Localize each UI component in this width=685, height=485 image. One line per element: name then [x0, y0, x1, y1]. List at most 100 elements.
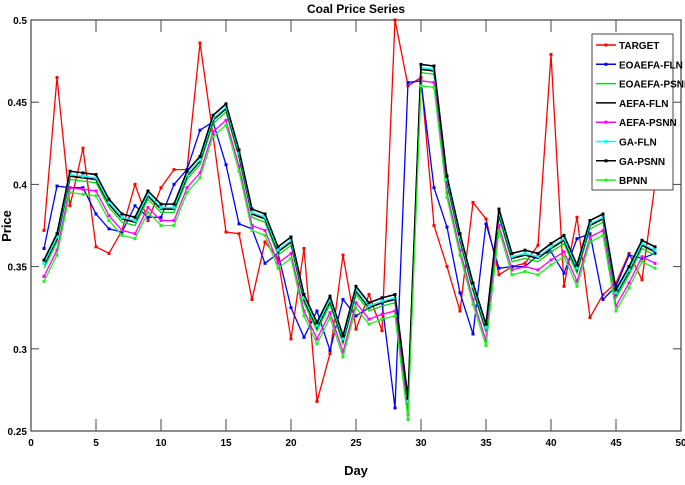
data-point	[328, 297, 332, 301]
data-point	[510, 265, 514, 269]
data-point	[471, 281, 475, 285]
data-point	[588, 232, 592, 236]
data-point	[302, 309, 306, 313]
data-point	[146, 192, 150, 196]
data-point	[484, 322, 488, 326]
data-point	[55, 235, 59, 239]
data-point	[510, 273, 514, 277]
data-point	[341, 297, 345, 301]
data-point	[653, 261, 657, 265]
data-point	[42, 247, 46, 251]
series-line	[43, 85, 656, 420]
data-point	[159, 186, 163, 190]
data-point	[81, 174, 85, 178]
data-point	[289, 235, 293, 239]
data-point	[536, 268, 540, 272]
legend-marker	[604, 62, 608, 66]
data-point	[614, 309, 618, 313]
data-point	[55, 253, 59, 257]
data-point	[55, 76, 59, 80]
legend-label: AEFA-FLN	[619, 99, 668, 110]
data-point	[445, 225, 449, 229]
data-point	[341, 355, 345, 359]
data-point	[159, 202, 163, 206]
data-point	[640, 255, 644, 259]
data-point	[120, 228, 124, 232]
data-point	[445, 174, 449, 178]
data-point	[159, 205, 163, 209]
data-point	[211, 135, 215, 139]
legend-label: TARGET	[619, 41, 659, 52]
data-point	[250, 297, 254, 301]
x-tick-label: 15	[220, 438, 232, 449]
data-point	[341, 334, 345, 338]
data-point	[341, 253, 345, 257]
data-point	[380, 329, 384, 333]
data-point	[315, 399, 319, 403]
data-point	[81, 186, 85, 190]
data-point	[627, 251, 631, 255]
data-point	[42, 261, 46, 265]
data-point	[458, 291, 462, 295]
data-point	[354, 327, 358, 331]
data-point	[211, 113, 215, 117]
data-point	[94, 212, 98, 216]
data-point	[302, 314, 306, 318]
x-axis-label: Day	[344, 463, 369, 478]
data-point	[458, 235, 462, 239]
series-aefa-psnn	[42, 79, 657, 417]
data-point	[549, 258, 553, 262]
data-point	[367, 304, 371, 308]
data-point	[640, 260, 644, 264]
data-point	[549, 263, 553, 267]
data-point	[562, 237, 566, 241]
data-point	[562, 255, 566, 259]
data-point	[146, 210, 150, 214]
data-point	[198, 154, 202, 158]
series-line	[43, 80, 656, 415]
data-point	[432, 64, 436, 68]
data-point	[354, 301, 358, 305]
data-point	[55, 248, 59, 252]
data-point	[107, 214, 111, 218]
data-point	[588, 222, 592, 226]
legend-label: EOAEFA-FLN	[619, 60, 683, 71]
plot-frame	[30, 19, 682, 432]
legend-marker	[604, 140, 608, 143]
y-tick-label: 0.35	[8, 263, 28, 274]
series-line	[43, 66, 656, 402]
data-point	[380, 296, 384, 300]
data-point	[133, 237, 137, 241]
data-point	[484, 344, 488, 348]
legend-label: GA-FLN	[619, 138, 657, 149]
x-tick-label: 35	[480, 438, 492, 449]
data-point	[172, 182, 176, 186]
data-point	[393, 314, 397, 318]
legend-marker	[604, 120, 608, 124]
data-point	[523, 265, 527, 269]
data-point	[146, 219, 150, 223]
data-point	[159, 224, 163, 227]
data-point	[276, 256, 280, 260]
data-point	[224, 105, 228, 109]
data-point	[185, 191, 189, 195]
legend-box	[591, 33, 674, 191]
data-point	[107, 197, 111, 201]
data-point	[354, 314, 358, 318]
data-point	[289, 337, 293, 341]
legend-item: EOAEFA-PSNN	[596, 80, 685, 91]
legend-label: AEFA-PSNN	[619, 118, 677, 129]
data-point	[42, 228, 46, 232]
data-point	[263, 261, 267, 265]
axes: 0 5 10 15 20 25 30 35 40 45 50 0.25 0.3 0.35 0.4 0.45 0.…	[8, 16, 685, 449]
data-point	[68, 186, 72, 190]
data-point	[328, 348, 332, 352]
data-point	[120, 215, 124, 219]
x-tick-label: 25	[350, 438, 362, 449]
data-point	[601, 233, 605, 237]
data-point	[653, 245, 657, 249]
series-ga-psnn	[42, 62, 657, 400]
data-point	[133, 232, 137, 236]
data-point	[146, 189, 150, 193]
legend-label: BPNN	[619, 176, 647, 187]
